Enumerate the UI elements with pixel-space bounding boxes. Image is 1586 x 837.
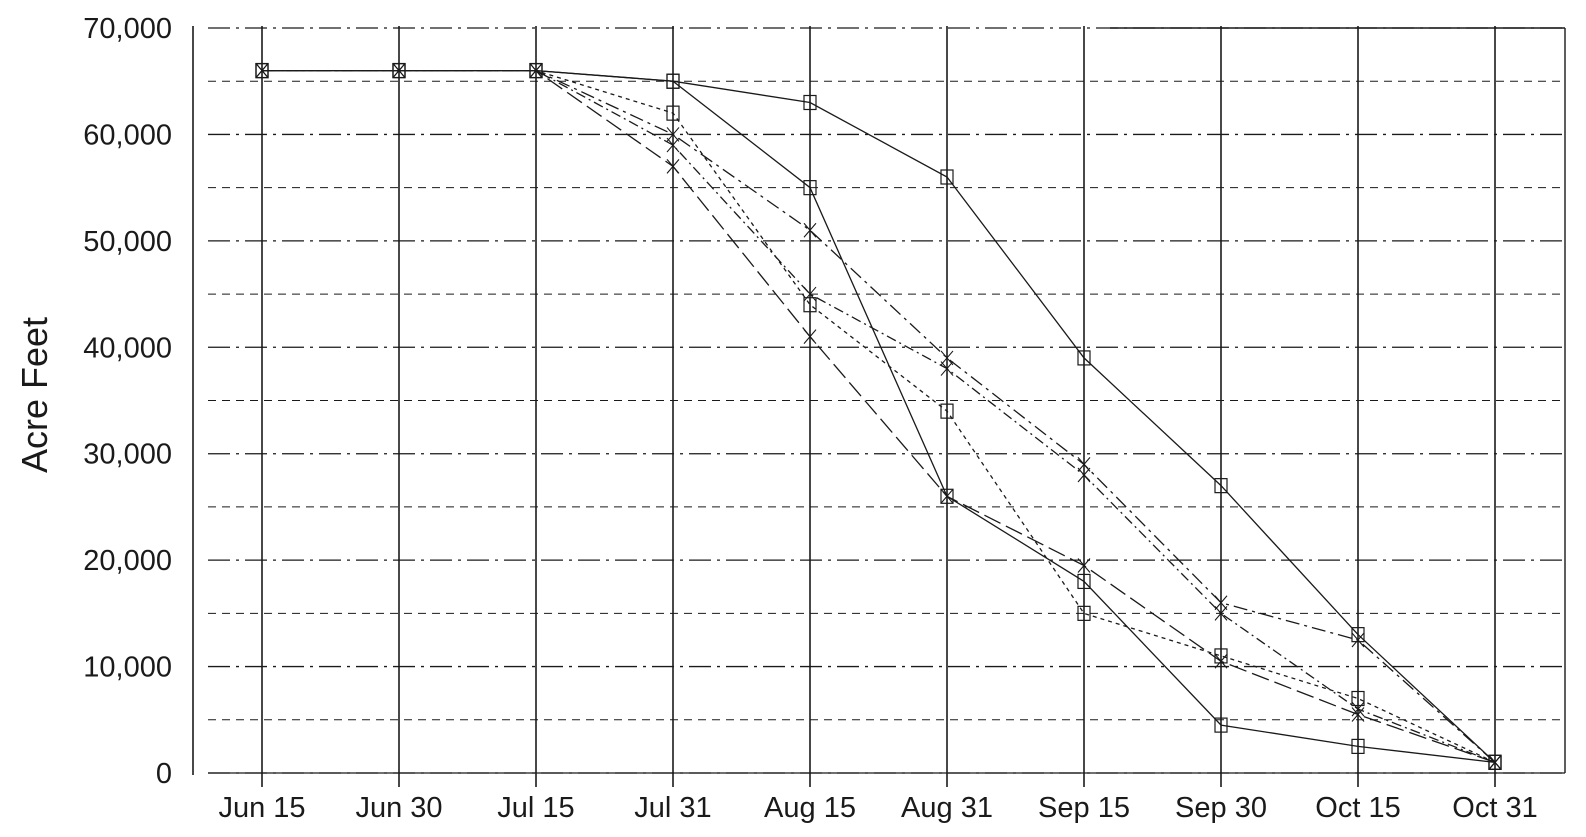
data-point (529, 63, 543, 78)
data-point (1214, 605, 1228, 621)
series-path (262, 69, 1496, 763)
data-point (1351, 738, 1365, 754)
data-point (1214, 717, 1228, 733)
data-point (1214, 595, 1228, 611)
data-point (940, 169, 954, 185)
data-point (392, 63, 406, 78)
x-tick-label: Jul 15 (497, 792, 574, 824)
y-tick-label: 50,000 (83, 226, 172, 258)
data-point (1077, 605, 1091, 621)
y-tick-label: 20,000 (83, 545, 172, 577)
data-point (1077, 467, 1091, 483)
data-point (940, 361, 954, 376)
data-point (803, 180, 817, 196)
data-point (666, 73, 680, 89)
data-point (1488, 754, 1502, 770)
x-tick-label: Sep 30 (1175, 792, 1267, 824)
data-point (940, 488, 954, 504)
data-point (255, 63, 269, 78)
x-tick-label: Jun 15 (218, 792, 305, 824)
x-tick-label: Sep 15 (1038, 792, 1130, 824)
y-tick-label: 70,000 (83, 13, 172, 45)
data-point (803, 222, 817, 238)
series-line (255, 63, 1502, 770)
y-tick-label: 60,000 (83, 119, 172, 151)
data-point (666, 137, 680, 153)
y-tick-label: 10,000 (83, 652, 172, 684)
data-point (1488, 754, 1502, 770)
y-tick-label: 30,000 (83, 439, 172, 471)
series-line (255, 62, 1502, 770)
y-tick-label: 40,000 (83, 332, 172, 364)
data-point (1077, 456, 1091, 472)
series-path (262, 69, 1496, 763)
x-tick-labels: Jun 15 Jun 30 Jul 15 Jul 31 Aug 15 Aug 31 Sep … (218, 792, 1537, 824)
data-point (666, 158, 680, 174)
series-path (262, 69, 1496, 764)
data-point (1351, 707, 1365, 722)
data-point (803, 297, 817, 313)
series-path (262, 69, 1496, 764)
data-point (1351, 690, 1365, 707)
data-point (803, 94, 817, 111)
x-tick-label: Jun 30 (355, 792, 442, 824)
x-tick-label: Aug 31 (901, 792, 993, 824)
series-path (262, 69, 1496, 763)
x-tick-label: Aug 15 (764, 792, 856, 824)
data-point (666, 127, 680, 142)
data-point (1214, 478, 1228, 494)
data-point (940, 488, 954, 504)
data-point (1351, 701, 1365, 717)
data-point (940, 350, 954, 366)
data-point (940, 403, 954, 419)
data-point (1077, 558, 1091, 573)
series-line (255, 63, 1502, 770)
data-point (803, 286, 817, 302)
series-line (255, 62, 1502, 770)
x-tick-label: Jul 31 (634, 792, 711, 824)
data-point (1077, 573, 1091, 590)
series-line (255, 63, 1502, 770)
x-tick-label: Oct 31 (1452, 792, 1537, 824)
data-point (803, 329, 817, 345)
y-tick-label: 0 (156, 758, 172, 790)
y-axis-label: Acre Feet (14, 317, 55, 473)
data-point (1214, 648, 1228, 664)
data-point (666, 105, 680, 121)
series-line (255, 62, 1502, 770)
x-tick-label: Oct 15 (1315, 792, 1400, 824)
data-point (1351, 632, 1365, 648)
series-path (262, 69, 1496, 764)
data-point (1077, 350, 1091, 366)
grid-lines (192, 26, 1566, 787)
y-tick-labels: 0 10,000 20,000 30,000 40,000 50,000 60,000 70,… (83, 13, 172, 790)
series-lines (255, 62, 1502, 770)
data-point (1351, 627, 1365, 643)
